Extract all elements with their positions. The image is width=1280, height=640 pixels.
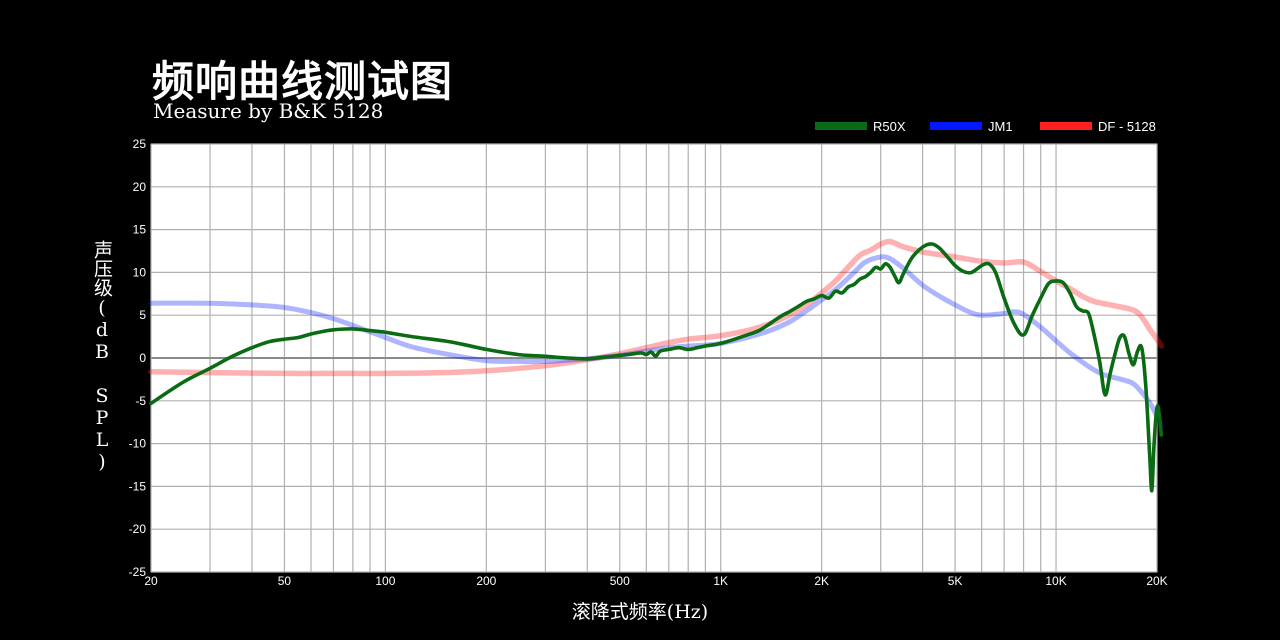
legend-label-df5128: DF - 5128 xyxy=(1098,118,1156,134)
y-tick-label: -15 xyxy=(129,479,147,493)
legend: R50X JM1 DF - 5128 xyxy=(0,116,1280,136)
chart-subtitle: Measure by B&K 5128 xyxy=(153,99,384,123)
y-tick-label: 15 xyxy=(133,223,147,237)
y-tick-label: -10 xyxy=(129,437,147,451)
legend-item-jm1: JM1 xyxy=(930,116,1013,136)
legend-label-jm1: JM1 xyxy=(988,118,1013,134)
legend-swatch-df5128 xyxy=(1040,122,1092,130)
y-tick-label: 25 xyxy=(133,137,147,151)
legend-swatch-r50x xyxy=(815,122,867,130)
legend-swatch-jm1 xyxy=(930,122,982,130)
x-tick-label: 20K xyxy=(1146,574,1167,588)
y-tick-label: 20 xyxy=(133,180,147,194)
x-axis-label: 滚降式频率(Hz) xyxy=(571,601,709,623)
y-tick-label: 5 xyxy=(139,308,146,322)
y-tick-label: 10 xyxy=(133,265,147,279)
plot-border xyxy=(150,143,1158,573)
y-tick-label: -20 xyxy=(129,522,147,536)
x-tick-label: 100 xyxy=(375,574,395,588)
series-line-r50x xyxy=(149,242,1164,493)
x-tick-label: 50 xyxy=(278,574,292,588)
y-axis-label: 声压级(dB SPL) xyxy=(91,240,113,473)
y-tick-label: -5 xyxy=(135,394,146,408)
legend-item-df5128: DF - 5128 xyxy=(1040,116,1156,136)
series-layer xyxy=(148,238,1165,493)
x-tick-label: 500 xyxy=(610,574,630,588)
y-tick-label: 0 xyxy=(139,351,146,365)
x-tick-label: 200 xyxy=(476,574,496,588)
legend-item-r50x: R50X xyxy=(815,116,906,136)
x-tick-label: 20 xyxy=(144,574,158,588)
chart-title: 频响曲线测试图 xyxy=(152,57,454,106)
legend-label-r50x: R50X xyxy=(873,118,906,134)
y-tick-label: -25 xyxy=(129,565,147,579)
x-tick-label: 10K xyxy=(1045,574,1066,588)
x-tick-label: 1K xyxy=(713,574,728,588)
x-tick-label: 2K xyxy=(814,574,829,588)
x-tick-label: 5K xyxy=(948,574,963,588)
series-line-df5128 xyxy=(148,238,1165,377)
